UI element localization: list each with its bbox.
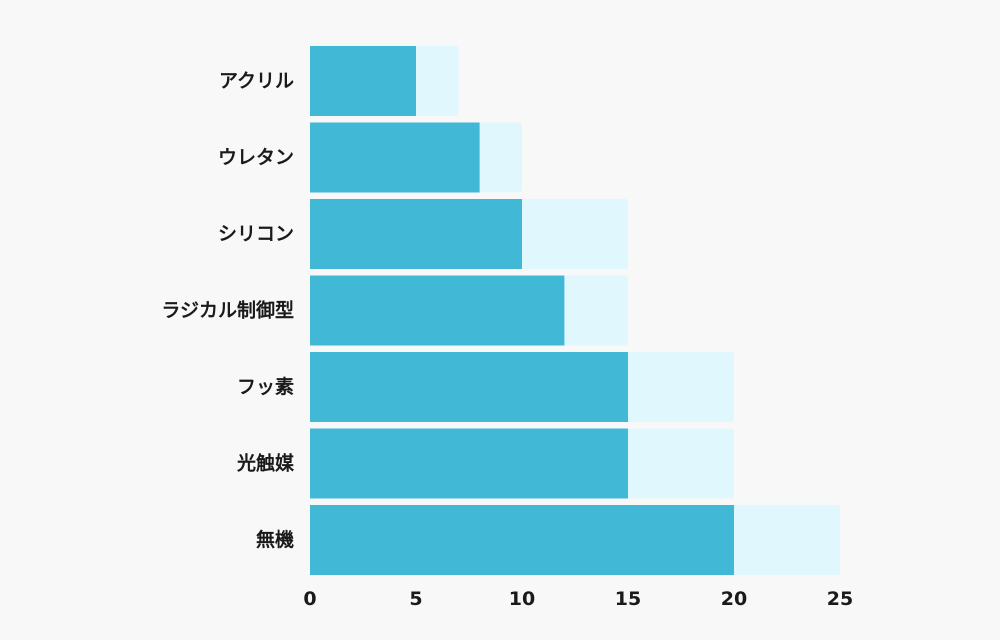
x-tick-label: 25 bbox=[827, 588, 853, 610]
bar-min-3 bbox=[310, 275, 565, 346]
category-label: 無機 bbox=[256, 528, 294, 551]
category-label: アクリル bbox=[219, 70, 294, 92]
x-tick-label: 20 bbox=[721, 588, 747, 610]
bar-min-1 bbox=[310, 122, 480, 193]
x-tick-label: 0 bbox=[303, 588, 316, 610]
category-label: シリコン bbox=[218, 223, 294, 245]
category-label: 光触媒 bbox=[236, 452, 295, 475]
bar-min-5 bbox=[310, 428, 628, 499]
category-label: ウレタン bbox=[218, 147, 294, 169]
x-tick-label: 15 bbox=[615, 588, 641, 610]
bar-min-2 bbox=[310, 199, 522, 269]
bar-min-0 bbox=[310, 46, 416, 116]
x-tick-label: 5 bbox=[409, 588, 422, 610]
bar-min-4 bbox=[310, 352, 628, 422]
category-label: ラジカル制御型 bbox=[161, 299, 294, 322]
range-min-bars bbox=[310, 46, 734, 575]
x-tick-label: 10 bbox=[509, 588, 535, 610]
x-axis-tick-labels: 0 5 10 15 20 25 bbox=[303, 588, 853, 610]
category-label: フッ素 bbox=[237, 375, 294, 398]
bar-min-6 bbox=[310, 505, 734, 575]
